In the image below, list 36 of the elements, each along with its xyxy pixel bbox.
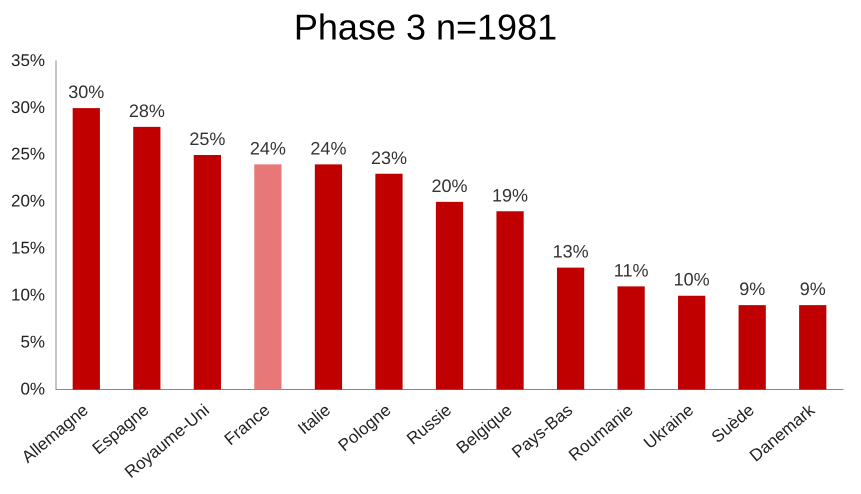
bar <box>72 108 100 390</box>
data-label: 9% <box>739 279 766 300</box>
bar <box>738 305 766 390</box>
bar <box>678 296 706 390</box>
data-label: 24% <box>310 138 346 158</box>
y-tick-label: 25% <box>10 144 46 164</box>
bar <box>254 164 282 390</box>
y-tick-label: 10% <box>10 285 46 304</box>
chart-title: Phase 3 n=1981 <box>294 6 558 48</box>
y-tick-label: 30% <box>10 98 46 117</box>
data-label: 13% <box>552 242 589 262</box>
data-label: 20% <box>431 176 468 196</box>
bar <box>133 126 160 390</box>
x-tick-label: Italie <box>294 400 334 438</box>
y-tick-label: 35% <box>10 50 46 70</box>
bar <box>314 164 342 390</box>
data-label: 30% <box>68 82 104 102</box>
y-tick-label: 5% <box>20 332 46 352</box>
bar <box>496 211 524 390</box>
data-label: 23% <box>370 148 407 168</box>
data-label: 19% <box>492 185 528 206</box>
data-label: 25% <box>189 128 226 149</box>
y-tick-label: 15% <box>10 238 46 258</box>
data-label: 10% <box>674 270 710 290</box>
data-label: 9% <box>800 279 826 300</box>
data-label: 24% <box>250 138 286 158</box>
bar <box>375 174 403 390</box>
bar <box>436 202 464 390</box>
bar <box>799 305 826 390</box>
data-label: 11% <box>614 260 648 280</box>
data-label: 28% <box>128 100 165 121</box>
bar <box>194 155 221 390</box>
bar <box>556 268 584 390</box>
bar <box>618 286 645 390</box>
y-tick-label: 20% <box>10 192 46 211</box>
y-tick-label: 0% <box>20 379 46 398</box>
